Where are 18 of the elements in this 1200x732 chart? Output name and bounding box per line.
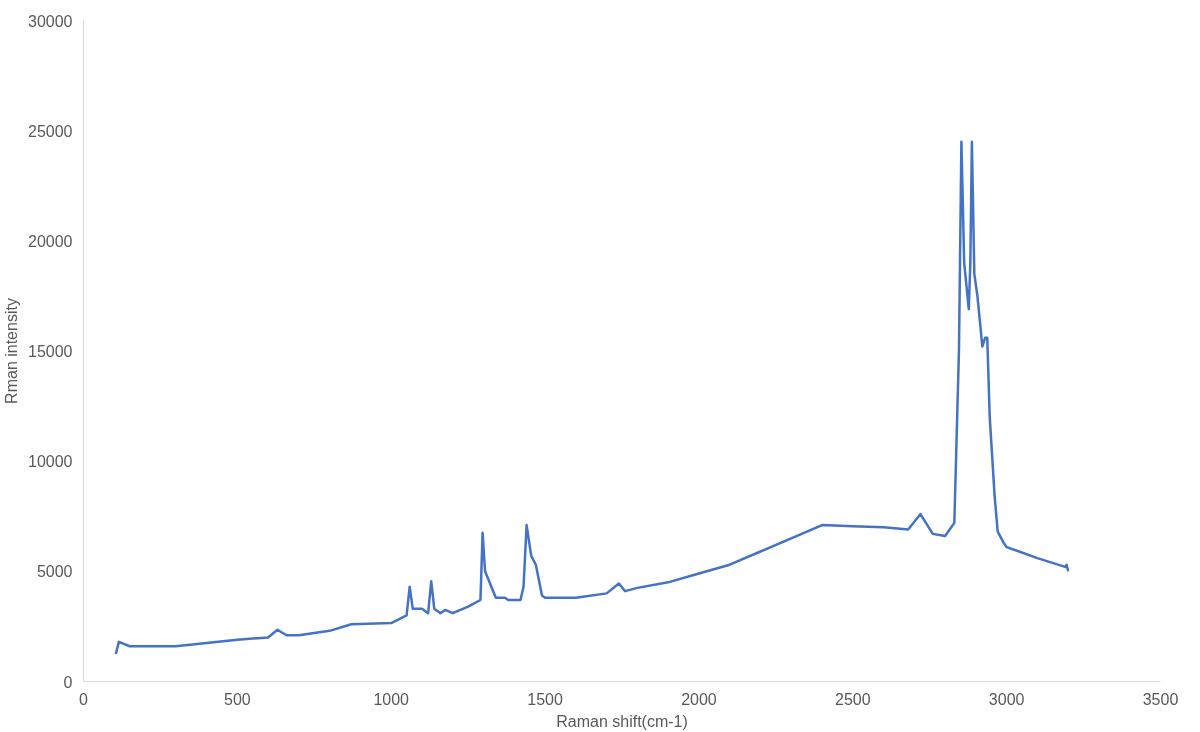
- y-tick-label: 5000: [36, 563, 73, 581]
- x-tick-label: 2000: [681, 690, 717, 708]
- x-tick-label: 1000: [373, 690, 410, 708]
- x-tick-label: 3000: [988, 690, 1025, 708]
- y-tick-label: 15000: [28, 343, 73, 360]
- x-tick-label: 0: [79, 690, 89, 708]
- x-tick-label: 1500: [527, 690, 563, 708]
- y-tick-label: 10000: [28, 453, 73, 471]
- y-tick-label: 30000: [28, 12, 73, 30]
- y-tick-label: 25000: [28, 122, 73, 140]
- y-axis-title: Rman intensity: [3, 298, 21, 404]
- x-tick-label: 3500: [1142, 690, 1179, 708]
- x-axis-title: Raman shift(cm-1): [556, 712, 688, 730]
- x-tick-label: 2500: [834, 690, 871, 708]
- y-tick-label: 0: [63, 673, 73, 691]
- x-tick-label: 500: [224, 690, 251, 708]
- y-tick-label: 20000: [28, 232, 73, 250]
- line-series: [114, 140, 1070, 656]
